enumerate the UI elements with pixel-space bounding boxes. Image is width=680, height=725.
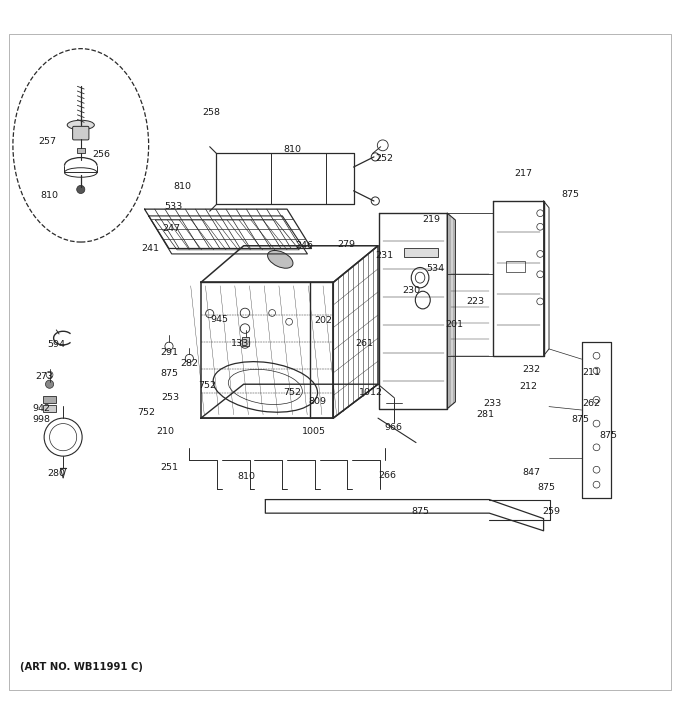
Text: 875: 875 [160, 369, 178, 378]
Text: 256: 256 [92, 150, 110, 160]
Text: 594: 594 [48, 340, 65, 349]
Text: 258: 258 [202, 108, 220, 117]
Bar [506, 261, 524, 272]
Text: 810: 810 [41, 191, 58, 200]
Text: 752: 752 [284, 388, 301, 397]
Bar [405, 249, 439, 257]
Text: 247: 247 [163, 223, 181, 233]
Text: 810: 810 [284, 145, 301, 154]
Text: 281: 281 [476, 410, 494, 418]
Text: 810: 810 [173, 181, 192, 191]
Text: 875: 875 [562, 190, 580, 199]
Text: 241: 241 [141, 244, 159, 253]
Text: 752: 752 [137, 408, 156, 417]
Text: 875: 875 [411, 507, 429, 516]
Text: 875: 875 [600, 431, 617, 440]
Ellipse shape [67, 120, 95, 130]
Text: 212: 212 [520, 382, 538, 392]
Text: 253: 253 [161, 393, 180, 402]
Text: 259: 259 [543, 507, 561, 516]
Text: 230: 230 [402, 286, 420, 295]
Bar [77, 148, 85, 154]
Text: 942: 942 [33, 404, 50, 413]
Text: 211: 211 [582, 368, 600, 376]
Bar [43, 397, 56, 403]
Text: 223: 223 [466, 297, 485, 306]
FancyBboxPatch shape [73, 126, 89, 140]
Text: 875: 875 [571, 415, 590, 424]
Text: 266: 266 [379, 471, 396, 480]
Text: 273: 273 [36, 372, 54, 381]
Text: 251: 251 [160, 463, 178, 471]
Text: 210: 210 [156, 427, 174, 436]
Text: 1012: 1012 [359, 388, 384, 397]
Text: 217: 217 [514, 170, 532, 178]
Text: 257: 257 [38, 137, 56, 146]
Text: 261: 261 [356, 339, 373, 348]
Text: 810: 810 [237, 472, 256, 481]
Text: 231: 231 [375, 251, 393, 260]
Text: 202: 202 [315, 316, 333, 325]
Text: 233: 233 [483, 399, 501, 407]
Text: 966: 966 [384, 423, 402, 432]
Text: 998: 998 [33, 415, 50, 424]
Bar [242, 336, 249, 347]
Text: 262: 262 [582, 399, 600, 407]
Text: 533: 533 [165, 202, 183, 211]
Bar [43, 405, 56, 412]
Text: 219: 219 [422, 215, 441, 225]
Text: 945: 945 [210, 315, 228, 323]
Text: 279: 279 [338, 240, 356, 249]
Text: 246: 246 [296, 241, 313, 250]
Ellipse shape [268, 250, 293, 268]
Text: (ART NO. WB11991 C): (ART NO. WB11991 C) [20, 661, 143, 671]
Text: 847: 847 [522, 468, 541, 477]
Circle shape [46, 380, 54, 389]
Text: 252: 252 [375, 154, 393, 163]
Text: 232: 232 [522, 365, 541, 374]
Text: 534: 534 [426, 265, 444, 273]
Text: 280: 280 [48, 469, 65, 478]
Text: 282: 282 [180, 360, 199, 368]
Text: 809: 809 [308, 397, 326, 406]
Text: 875: 875 [537, 483, 556, 492]
Text: 752: 752 [199, 381, 217, 390]
Text: 133: 133 [231, 339, 249, 348]
Circle shape [77, 186, 85, 194]
Text: 201: 201 [445, 320, 463, 329]
Text: 291: 291 [160, 349, 178, 357]
Text: 1005: 1005 [302, 427, 326, 436]
